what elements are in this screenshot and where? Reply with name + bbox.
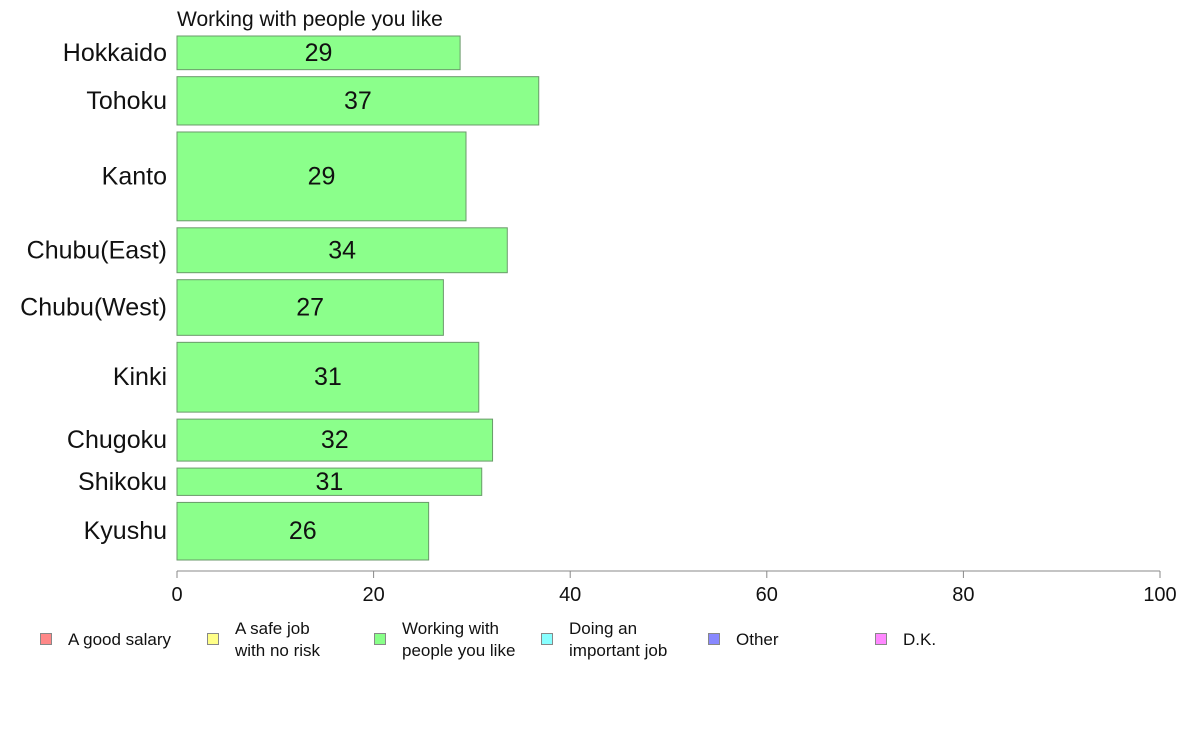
value-label-chugoku: 32 bbox=[321, 426, 349, 454]
category-label-shikoku: Shikoku bbox=[78, 468, 167, 496]
chart-title: Working with people you like bbox=[177, 8, 443, 31]
legend-label-good-salary: A good salary bbox=[68, 630, 172, 649]
x-tick-label-100: 100 bbox=[1143, 584, 1176, 606]
x-tick-label-40: 40 bbox=[559, 584, 581, 606]
value-label-kinki: 31 bbox=[314, 363, 342, 391]
value-label-kyushu: 26 bbox=[289, 517, 317, 545]
legend-label-important-job: Doing an important job bbox=[569, 619, 668, 660]
legend-swatch-important-job bbox=[541, 633, 553, 645]
category-label-hokkaido: Hokkaido bbox=[63, 39, 167, 67]
legend-item-safe-job: A safe job with no risk bbox=[207, 618, 320, 662]
x-tick-label-20: 20 bbox=[362, 584, 384, 606]
value-label-chubu-east: 34 bbox=[328, 236, 356, 264]
legend-item-dk: D.K. bbox=[875, 618, 936, 651]
legend-item-good-salary: A good salary bbox=[40, 618, 171, 651]
legend-label-other: Other bbox=[736, 630, 779, 649]
legend-swatch-safe-job bbox=[207, 633, 219, 645]
category-label-chubu-west: Chubu(West) bbox=[20, 294, 167, 322]
legend: A good salary A safe job with no risk Wo… bbox=[0, 618, 1188, 678]
category-label-chubu-east: Chubu(East) bbox=[27, 236, 167, 264]
legend-item-other: Other bbox=[708, 618, 779, 651]
legend-item-important-job: Doing an important job bbox=[541, 618, 667, 662]
x-tick-label-0: 0 bbox=[171, 584, 182, 606]
x-tick-label-60: 60 bbox=[756, 584, 778, 606]
bar-chubu-west bbox=[176, 279, 444, 336]
category-label-kyushu: Kyushu bbox=[84, 517, 167, 545]
value-label-shikoku: 31 bbox=[315, 468, 343, 496]
value-label-chubu-west: 27 bbox=[296, 294, 324, 322]
bar-shikoku bbox=[176, 467, 483, 496]
legend-swatch-dk bbox=[875, 633, 887, 645]
x-tick-label-80: 80 bbox=[952, 584, 974, 606]
value-label-kanto: 29 bbox=[308, 162, 336, 190]
x-axis: 0 20 40 60 80 100 bbox=[171, 570, 1177, 606]
legend-swatch-people-you-like bbox=[374, 633, 386, 645]
bar-tohoku bbox=[176, 76, 540, 126]
category-label-kanto: Kanto bbox=[102, 162, 167, 190]
bar-kanto bbox=[176, 131, 467, 222]
bar-hokkaido bbox=[176, 35, 461, 71]
legend-swatch-good-salary bbox=[40, 633, 52, 645]
legend-item-people-you-like: Working with people you like bbox=[374, 618, 515, 662]
legend-label-safe-job: A safe job with no risk bbox=[235, 619, 321, 660]
bar-chugoku bbox=[176, 418, 494, 462]
category-label-chugoku: Chugoku bbox=[67, 426, 167, 454]
bars-group: Hokkaido 29 Tohoku 37 Kanto 29 Chubu(East) 34 Ch… bbox=[20, 35, 540, 561]
bar-kyushu bbox=[176, 501, 430, 561]
bar-kinki bbox=[176, 341, 480, 413]
category-label-tohoku: Tohoku bbox=[86, 87, 167, 115]
legend-label-people-you-like: Working with people you like bbox=[402, 619, 516, 660]
legend-label-dk: D.K. bbox=[903, 630, 937, 649]
value-label-tohoku: 37 bbox=[344, 87, 372, 115]
legend-swatch-other bbox=[708, 633, 720, 645]
category-label-kinki: Kinki bbox=[113, 363, 167, 391]
bar-chubu-east bbox=[176, 227, 508, 274]
value-label-hokkaido: 29 bbox=[305, 39, 333, 67]
